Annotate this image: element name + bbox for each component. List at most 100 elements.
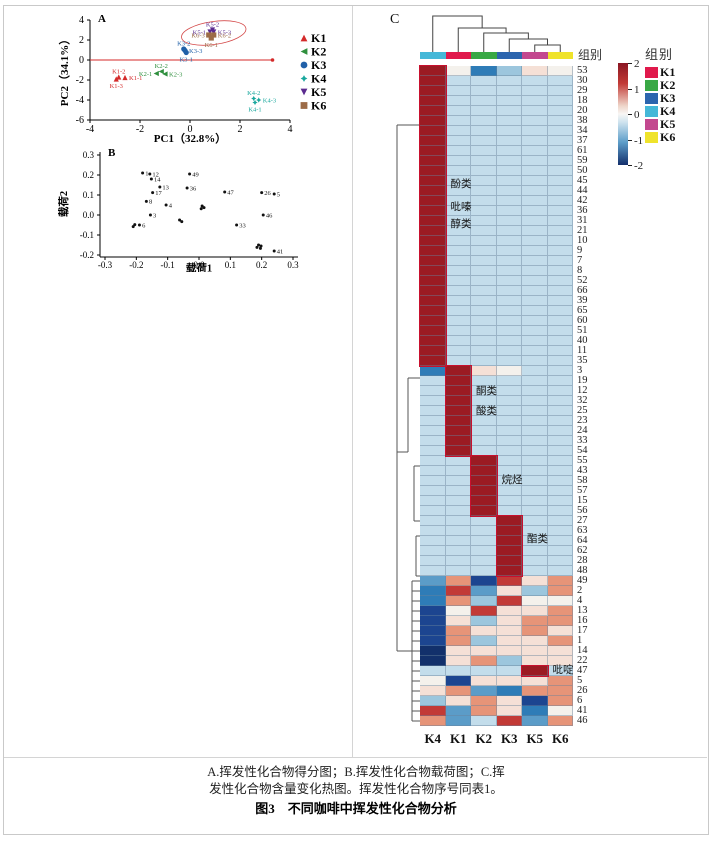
heatmap-cell xyxy=(420,656,446,666)
heatmap-cell xyxy=(445,266,471,276)
loading-point xyxy=(151,191,155,195)
label-text: K4-1 xyxy=(248,107,261,114)
heatmap-cell xyxy=(522,136,548,146)
figure-title: 图3 不同咖啡中挥发性化合物分析 xyxy=(255,801,457,816)
label-text: K1 xyxy=(311,31,326,45)
panel-divider-vertical xyxy=(352,6,353,757)
row-label: 20 xyxy=(577,105,588,116)
row-label: 22 xyxy=(577,655,588,666)
heatmap-cell xyxy=(547,66,573,76)
heatmap-cell xyxy=(547,146,573,156)
heatmap-cell xyxy=(420,126,446,136)
heatmap-cell xyxy=(420,706,446,716)
heatmap-cell xyxy=(445,66,471,76)
legend-label-K2: K2 xyxy=(660,78,676,92)
heatmap-cell xyxy=(445,106,471,116)
heatmap-cell xyxy=(496,306,522,316)
heatmap-cell xyxy=(420,186,446,196)
heatmap-cell xyxy=(471,416,497,426)
heatmap-cell xyxy=(471,246,497,256)
row-label: 56 xyxy=(577,505,588,516)
heatmap-cell xyxy=(471,66,497,76)
row-label: 32 xyxy=(577,395,588,406)
heatmap-cell xyxy=(547,256,573,266)
label-text: K2-1 xyxy=(139,71,152,78)
label-text: 4 xyxy=(79,15,84,26)
heatmap-cell xyxy=(522,636,548,646)
heatmap-cell xyxy=(547,416,573,426)
heatmap-cell xyxy=(522,266,548,276)
row-label: 11 xyxy=(577,345,588,356)
label-text: PC1（32.8%） xyxy=(154,132,226,144)
panel-c-label: C xyxy=(390,12,400,27)
heatmap-cell xyxy=(522,706,548,716)
heatmap-cell xyxy=(420,596,446,606)
zero-line-dot xyxy=(270,58,275,62)
heatmap-cell xyxy=(420,156,446,166)
heatmap-cell xyxy=(547,286,573,296)
label-text: K1-3 xyxy=(110,83,123,90)
label-text: -0.3 xyxy=(98,260,113,270)
heatmap-cell xyxy=(547,86,573,96)
heatmap-cell xyxy=(445,416,471,426)
heatmap-cell xyxy=(496,456,522,466)
heatmap-cell xyxy=(445,96,471,106)
loading-point xyxy=(131,225,135,229)
loading-point xyxy=(180,220,184,224)
heatmap-cell xyxy=(471,696,497,706)
heatmap-cell xyxy=(522,296,548,306)
heatmap-cell xyxy=(445,606,471,616)
heatmap-cell xyxy=(420,216,446,226)
row-label: 60 xyxy=(577,315,588,326)
heatmap-cell xyxy=(445,316,471,326)
heatmap-cell xyxy=(471,626,497,636)
heatmap-cell xyxy=(420,446,446,456)
heatmap-cell xyxy=(420,256,446,266)
label-text: K3-3 xyxy=(189,48,202,55)
heatmap-cell xyxy=(445,326,471,336)
row-label: 63 xyxy=(577,525,588,536)
heatmap-cell xyxy=(547,556,573,566)
label-text: 41 xyxy=(277,248,284,255)
heatmap-cell xyxy=(471,326,497,336)
heatmap-cell xyxy=(547,566,573,576)
label-text: K6 xyxy=(311,99,326,113)
loading-point xyxy=(137,223,141,227)
heatmap-cell xyxy=(522,486,548,496)
loading-point xyxy=(261,213,265,217)
heatmap-cell xyxy=(547,586,573,596)
heatmap-cell xyxy=(471,96,497,106)
heatmap-cell xyxy=(420,576,446,586)
heatmap-cell xyxy=(496,706,522,716)
heatmap-cell xyxy=(522,66,548,76)
heatmap-cell xyxy=(522,256,548,266)
marker-star xyxy=(251,95,257,102)
row-label: 6 xyxy=(577,695,583,706)
heatmap-cell xyxy=(420,566,446,576)
row-label: 31 xyxy=(577,215,588,226)
marker-star xyxy=(252,99,258,106)
heatmap-cell xyxy=(496,486,522,496)
loading-point xyxy=(272,249,276,253)
heatmap-cell xyxy=(420,646,446,656)
heatmap-cell xyxy=(471,646,497,656)
heatmap-cell xyxy=(547,166,573,176)
heatmap-cell xyxy=(420,356,446,366)
heatmap-cell xyxy=(445,476,471,486)
heatmap-cell xyxy=(445,646,471,656)
row-label: 58 xyxy=(577,475,588,486)
heatmap-cell xyxy=(547,456,573,466)
heatmap-cell xyxy=(496,436,522,446)
heatmap-cell xyxy=(547,496,573,506)
heatmap-cell xyxy=(496,366,522,376)
loading-point xyxy=(202,206,206,210)
heatmap-cell xyxy=(496,316,522,326)
loading-point xyxy=(260,191,264,195)
heatmap-cell xyxy=(445,306,471,316)
heatmap-cell xyxy=(496,616,522,626)
heatmap-cell xyxy=(496,286,522,296)
heatmap-cell xyxy=(471,276,497,286)
legend-label-K3: K3 xyxy=(660,91,676,105)
heatmap-cell xyxy=(471,116,497,126)
row-label: 40 xyxy=(577,335,588,346)
